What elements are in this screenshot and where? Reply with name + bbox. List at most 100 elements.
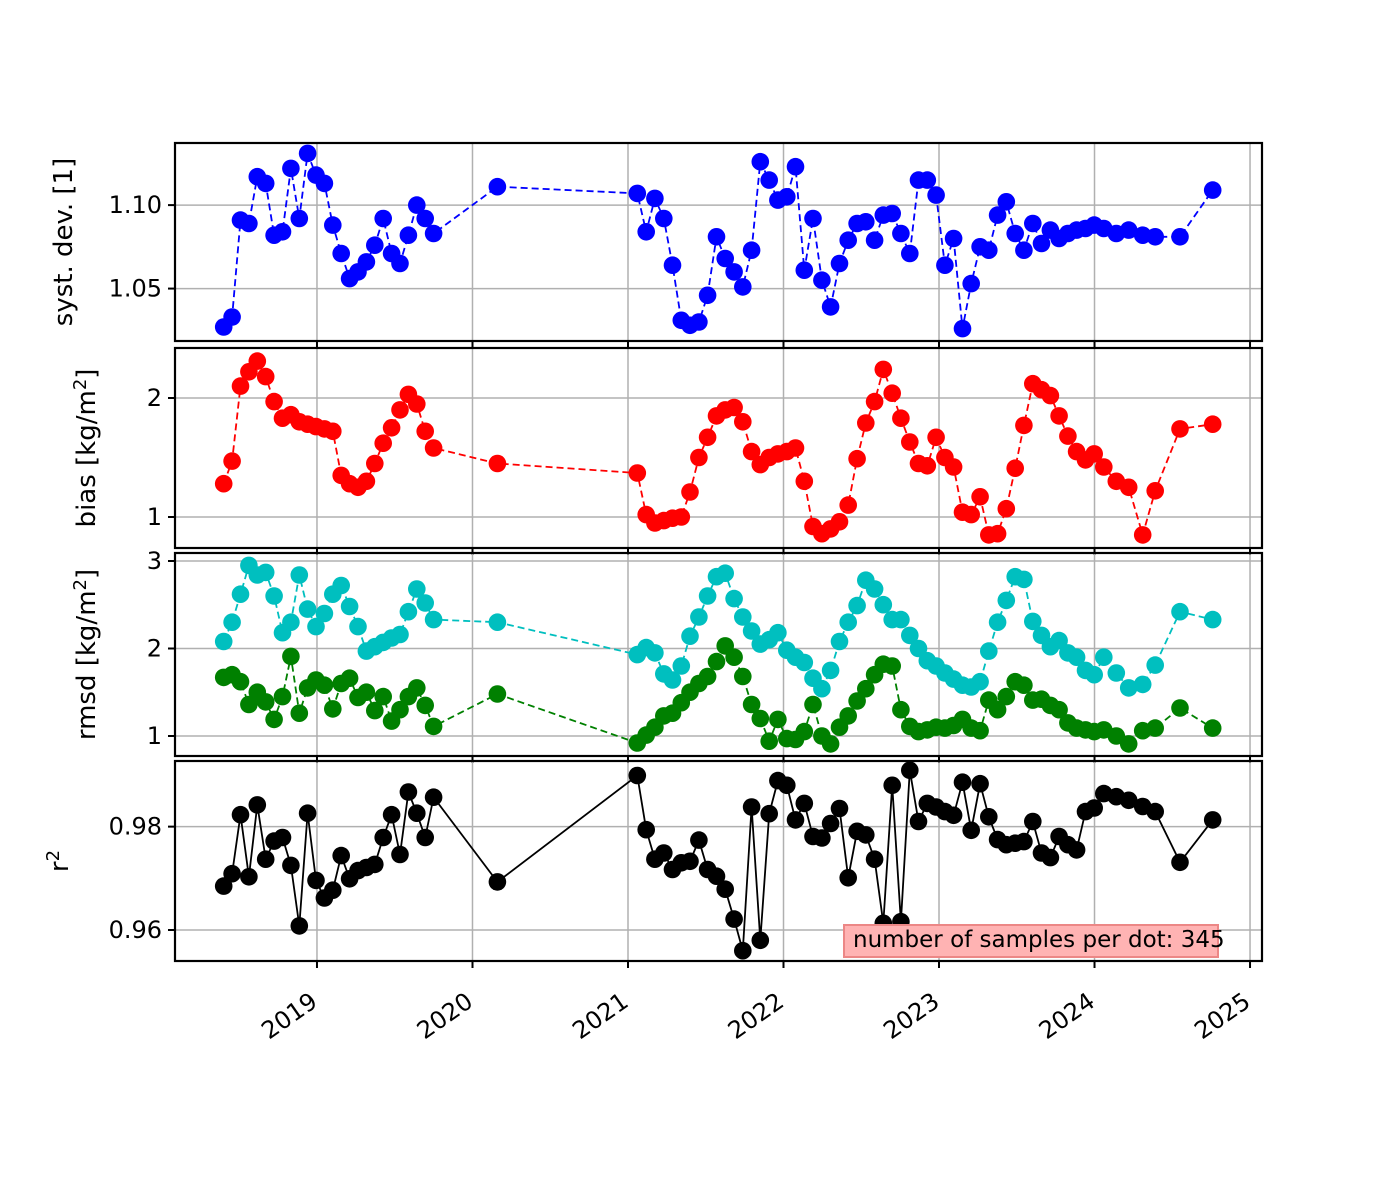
data-point (892, 409, 910, 427)
data-point (778, 188, 796, 206)
data-point (1133, 526, 1152, 544)
data-point (628, 184, 647, 203)
data-point (231, 805, 250, 824)
data-point (1050, 631, 1068, 650)
data-point (795, 794, 814, 813)
data-point (1171, 853, 1189, 872)
data-point (366, 701, 384, 720)
data-point (324, 422, 342, 441)
data-point (1067, 648, 1086, 666)
data-point (742, 241, 761, 259)
y-tick-label: 1 (147, 722, 162, 750)
data-point (1133, 675, 1152, 694)
panel-border (173, 759, 1264, 963)
data-point (424, 224, 443, 243)
data-point (290, 704, 309, 722)
data-point (944, 806, 963, 825)
data-point (944, 229, 963, 248)
data-point (1050, 407, 1068, 425)
y-tick-label: 1 (147, 503, 162, 531)
data-point (424, 717, 443, 736)
y-tick-label: 1.10 (109, 191, 162, 219)
data-point (1024, 612, 1042, 631)
series-r2 (214, 761, 1222, 960)
data-point (971, 488, 989, 506)
data-point (795, 653, 814, 672)
data-point (231, 377, 250, 395)
data-point (290, 917, 309, 935)
data-point (839, 707, 857, 725)
data-point (813, 829, 831, 847)
data-point (1050, 700, 1068, 719)
data-point (786, 811, 805, 829)
data-point (1015, 676, 1033, 694)
data-point (391, 625, 409, 644)
data-point (892, 700, 910, 719)
data-point (1085, 799, 1103, 817)
data-point (357, 683, 376, 701)
data-point (488, 177, 507, 196)
series-line-bias (222, 359, 1213, 539)
x-tick-label: 2022 (723, 987, 789, 1045)
data-point (953, 319, 972, 338)
data-point (366, 236, 384, 254)
data-point (997, 193, 1016, 211)
data-point (716, 880, 734, 898)
x-tick-label: 2023 (878, 987, 944, 1045)
data-point (1024, 214, 1042, 233)
data-point (265, 392, 283, 411)
y-axis-label-syst-dev: syst. dev. [1] (49, 158, 79, 326)
data-point (399, 783, 418, 801)
data-point (240, 868, 258, 886)
data-point (374, 828, 392, 847)
data-point (366, 454, 384, 473)
data-point (637, 820, 655, 839)
data-point (663, 671, 682, 689)
data-point (391, 700, 409, 719)
data-point (1146, 482, 1164, 500)
data-point (1119, 679, 1138, 697)
data-point (742, 442, 761, 461)
data-point (1119, 478, 1138, 497)
data-point (1119, 735, 1138, 753)
data-point (1024, 812, 1042, 831)
data-point (265, 710, 283, 729)
x-tick-label: 2025 (1189, 987, 1255, 1045)
data-point (646, 644, 664, 662)
data-point (223, 864, 241, 883)
data-point (883, 384, 901, 402)
y-tick-label: 0.98 (109, 813, 162, 841)
data-point (971, 721, 989, 740)
data-point (1015, 832, 1033, 851)
data-point (865, 392, 884, 411)
data-point (901, 244, 919, 263)
data-point (1085, 445, 1103, 463)
data-point (290, 209, 309, 228)
data-point (256, 174, 275, 193)
data-point (839, 231, 857, 249)
data-point (646, 189, 664, 208)
y-tick-label: 0.96 (109, 916, 162, 944)
data-point (1067, 841, 1086, 859)
data-point (988, 524, 1007, 543)
data-point (690, 831, 708, 849)
x-tick-label: 2024 (1034, 987, 1100, 1045)
data-point (751, 709, 770, 728)
data-point (760, 171, 778, 189)
data-point (416, 696, 434, 715)
data-point (416, 828, 434, 847)
data-point (1095, 648, 1113, 666)
data-point (256, 693, 275, 711)
data-point (655, 844, 673, 862)
data-point (298, 804, 317, 822)
data-point (962, 821, 980, 840)
data-point (909, 639, 928, 658)
data-point (804, 695, 822, 714)
data-point (883, 204, 901, 223)
data-point (980, 642, 998, 660)
data-point (399, 226, 418, 244)
data-point (857, 826, 875, 844)
data-point (778, 776, 796, 795)
data-point (416, 209, 434, 228)
data-point (655, 209, 673, 228)
